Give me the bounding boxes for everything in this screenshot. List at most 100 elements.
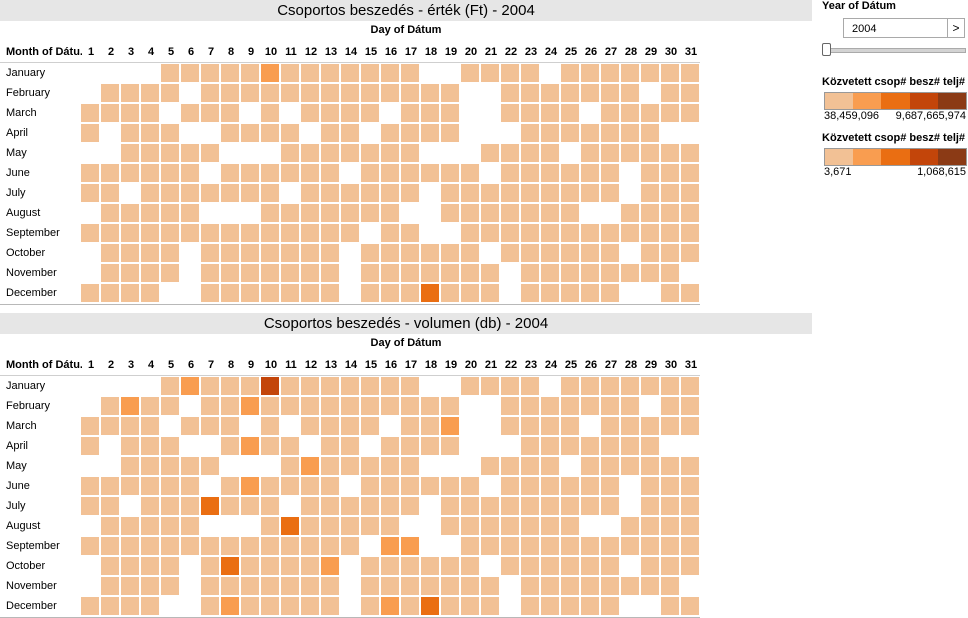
heatmap-cell[interactable] <box>381 264 399 282</box>
heatmap-cell[interactable] <box>321 417 339 435</box>
heatmap-cell[interactable] <box>361 84 379 102</box>
heatmap-cell[interactable] <box>401 577 419 595</box>
heatmap-cell[interactable] <box>541 104 559 122</box>
heatmap-cell[interactable] <box>521 497 539 515</box>
heatmap-cell[interactable] <box>461 557 479 575</box>
heatmap-cell[interactable] <box>601 457 619 475</box>
heatmap-cell[interactable] <box>201 284 219 302</box>
heatmap-cell[interactable] <box>141 84 159 102</box>
heatmap-cell[interactable] <box>301 224 319 242</box>
heatmap-cell[interactable] <box>101 84 119 102</box>
heatmap-cell[interactable] <box>401 537 419 555</box>
heatmap-cell[interactable] <box>121 144 139 162</box>
heatmap-cell[interactable] <box>481 144 499 162</box>
heatmap-cell[interactable] <box>221 537 239 555</box>
heatmap-cell[interactable] <box>301 497 319 515</box>
heatmap-cell[interactable] <box>341 204 359 222</box>
heatmap-cell[interactable] <box>281 284 299 302</box>
heatmap-cell[interactable] <box>281 244 299 262</box>
heatmap-cell[interactable] <box>341 457 359 475</box>
heatmap-cell[interactable] <box>521 557 539 575</box>
heatmap-cell[interactable] <box>201 577 219 595</box>
heatmap-cell[interactable] <box>221 224 239 242</box>
heatmap-cell[interactable] <box>501 144 519 162</box>
heatmap-cell[interactable] <box>141 224 159 242</box>
heatmap-cell[interactable] <box>681 517 699 535</box>
heatmap-cell[interactable] <box>681 397 699 415</box>
heatmap-cell[interactable] <box>521 144 539 162</box>
heatmap-cell[interactable] <box>601 144 619 162</box>
heatmap-cell[interactable] <box>321 244 339 262</box>
heatmap-cell[interactable] <box>441 397 459 415</box>
heatmap-cell[interactable] <box>621 224 639 242</box>
heatmap-cell[interactable] <box>681 104 699 122</box>
heatmap-cell[interactable] <box>321 537 339 555</box>
heatmap-cell[interactable] <box>301 537 319 555</box>
heatmap-cell[interactable] <box>601 124 619 142</box>
heatmap-cell[interactable] <box>321 457 339 475</box>
heatmap-cell[interactable] <box>581 124 599 142</box>
heatmap-cell[interactable] <box>661 477 679 495</box>
heatmap-cell[interactable] <box>281 397 299 415</box>
heatmap-cell[interactable] <box>261 557 279 575</box>
heatmap-cell[interactable] <box>461 64 479 82</box>
heatmap-cell[interactable] <box>461 224 479 242</box>
heatmap-cell[interactable] <box>341 437 359 455</box>
heatmap-cell[interactable] <box>81 597 99 615</box>
heatmap-cell[interactable] <box>581 577 599 595</box>
heatmap-cell[interactable] <box>81 497 99 515</box>
heatmap-cell[interactable] <box>621 517 639 535</box>
heatmap-cell[interactable] <box>261 537 279 555</box>
heatmap-cell[interactable] <box>81 104 99 122</box>
heatmap-cell[interactable] <box>621 64 639 82</box>
heatmap-cell[interactable] <box>161 184 179 202</box>
heatmap-cell[interactable] <box>221 437 239 455</box>
heatmap-cell[interactable] <box>521 417 539 435</box>
heatmap-cell[interactable] <box>561 437 579 455</box>
heatmap-cell[interactable] <box>541 244 559 262</box>
heatmap-cell[interactable] <box>281 477 299 495</box>
heatmap-cell[interactable] <box>301 377 319 395</box>
heatmap-cell[interactable] <box>561 577 579 595</box>
heatmap-cell[interactable] <box>561 264 579 282</box>
heatmap-cell[interactable] <box>421 397 439 415</box>
heatmap-cell[interactable] <box>661 417 679 435</box>
heatmap-cell[interactable] <box>561 284 579 302</box>
heatmap-cell[interactable] <box>681 284 699 302</box>
heatmap-cell[interactable] <box>321 104 339 122</box>
heatmap-cell[interactable] <box>141 437 159 455</box>
heatmap-cell[interactable] <box>121 437 139 455</box>
heatmap-cell[interactable] <box>181 537 199 555</box>
heatmap-cell[interactable] <box>241 84 259 102</box>
heatmap-cell[interactable] <box>541 284 559 302</box>
heatmap-cell[interactable] <box>81 164 99 182</box>
heatmap-cell[interactable] <box>401 477 419 495</box>
heatmap-cell[interactable] <box>401 84 419 102</box>
heatmap-cell[interactable] <box>81 417 99 435</box>
heatmap-cell[interactable] <box>381 577 399 595</box>
heatmap-cell[interactable] <box>281 84 299 102</box>
heatmap-cell[interactable] <box>501 497 519 515</box>
heatmap-cell[interactable] <box>521 164 539 182</box>
heatmap-cell[interactable] <box>261 244 279 262</box>
heatmap-cell[interactable] <box>661 104 679 122</box>
heatmap-cell[interactable] <box>161 477 179 495</box>
heatmap-cell[interactable] <box>641 377 659 395</box>
heatmap-cell[interactable] <box>361 477 379 495</box>
heatmap-cell[interactable] <box>601 164 619 182</box>
heatmap-cell[interactable] <box>201 224 219 242</box>
heatmap-cell[interactable] <box>161 204 179 222</box>
heatmap-cell[interactable] <box>521 437 539 455</box>
heatmap-cell[interactable] <box>261 104 279 122</box>
heatmap-cell[interactable] <box>561 377 579 395</box>
heatmap-cell[interactable] <box>561 417 579 435</box>
heatmap-cell[interactable] <box>601 597 619 615</box>
heatmap-cell[interactable] <box>81 184 99 202</box>
heatmap-cell[interactable] <box>141 397 159 415</box>
heatmap-cell[interactable] <box>361 104 379 122</box>
heatmap-cell[interactable] <box>281 144 299 162</box>
heatmap-cell[interactable] <box>401 164 419 182</box>
heatmap-cell[interactable] <box>201 264 219 282</box>
heatmap-cell[interactable] <box>601 264 619 282</box>
heatmap-cell[interactable] <box>101 577 119 595</box>
